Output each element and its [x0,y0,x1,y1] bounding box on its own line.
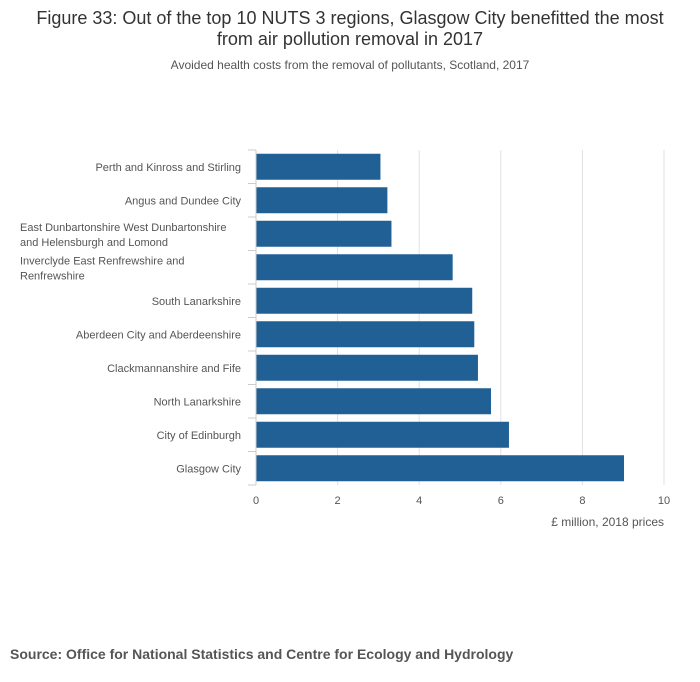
bar [256,321,475,348]
category-label: City of Edinburgh [157,430,241,442]
x-tick-label: 10 [658,495,670,507]
bar [256,455,625,482]
bar-chart: Perth and Kinross and Stirling Angus and … [20,149,670,529]
source-note: Source: Office for National Statistics a… [10,646,514,662]
x-tick-label: 4 [416,495,422,507]
bar [256,187,388,214]
category-label: South Lanarkshire [152,296,241,308]
x-tick-label: 6 [498,495,504,507]
bar [256,287,473,314]
category-label: Angus and Dundee City [125,195,242,207]
category-label: East Dunbartonshire West Dunbartonshire [20,222,226,234]
bar [256,388,492,415]
bar [256,153,381,180]
chart-title: Figure 33: Out of the top 10 NUTS 3 regi… [36,8,664,49]
category-label: Clackmannanshire and Fife [107,363,241,375]
category-label: Glasgow City [176,463,241,475]
bar [256,354,478,381]
chart-subtitle: Avoided health costs from the removal of… [170,58,530,72]
category-label: North Lanarkshire [154,396,241,408]
x-axis-label: £ million, 2018 prices [551,515,664,529]
x-tick-labels: 0 2 4 6 8 10 [253,495,670,507]
category-label: Inverclyde East Renfrewshire and [20,255,184,267]
category-label: and Helensburgh and Lomond [20,237,168,249]
bars [256,153,625,482]
category-label: Perth and Kinross and Stirling [95,162,241,174]
category-labels: Perth and Kinross and Stirling Angus and … [20,162,242,476]
axes [248,149,257,486]
x-tick-label: 8 [579,495,585,507]
bar [256,220,392,247]
x-tick-label: 2 [335,495,341,507]
x-tick-label: 0 [253,495,259,507]
category-label: Aberdeen City and Aberdeenshire [76,329,241,341]
category-label: Renfrewshire [20,270,85,282]
bar [256,254,453,281]
bar [256,421,509,448]
